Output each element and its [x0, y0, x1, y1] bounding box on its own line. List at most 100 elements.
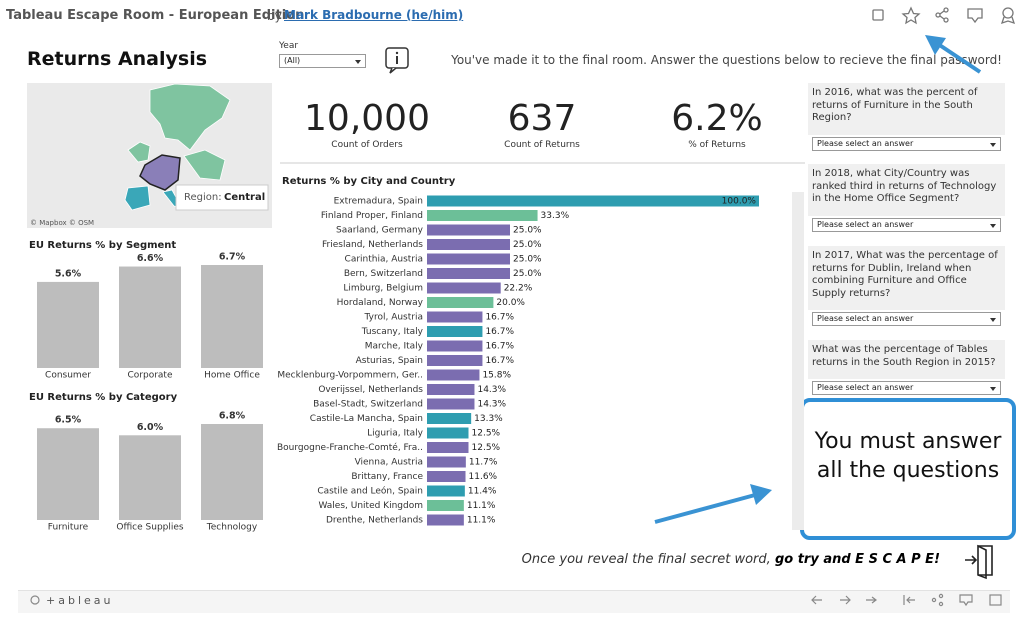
map-region [127, 141, 151, 163]
value-label: 11.6% [469, 472, 498, 482]
category-label: Drenthe, Netherlands [326, 516, 423, 526]
kpi-value: 637 [507, 98, 577, 139]
exit-icon[interactable] [965, 544, 993, 580]
workbook-title: Tableau Escape Room - European Edition [6, 8, 305, 23]
bar [427, 471, 466, 482]
icon[interactable] [872, 9, 884, 21]
category-label: Friesland, Netherlands [322, 240, 423, 250]
kpi-label: % of Returns [688, 140, 746, 150]
icon[interactable] [866, 596, 877, 604]
logo-mark [30, 595, 40, 605]
arrow-head [750, 484, 772, 505]
bar [427, 514, 464, 526]
footer-emphasis: go try and E S C A P E! [774, 552, 940, 567]
question: In 2016, what was the percent of returns… [808, 83, 1005, 135]
answer-dropdown[interactable]: Please select an answer [812, 218, 1001, 232]
map-region-selected[interactable] [139, 154, 181, 191]
bar [427, 442, 469, 453]
category-label: Mecklenburg-Vorpommern, Ger.. [277, 371, 423, 381]
category-label: Corporate [128, 371, 173, 381]
icon[interactable] [901, 6, 921, 25]
value-label: 25.0% [513, 269, 542, 279]
category-label: Technology [206, 523, 258, 533]
answer-dropdown[interactable]: Please select an answer [812, 312, 1001, 326]
map-attribution: © Mapbox © OSM [30, 219, 94, 227]
category-label: Bourgogne-Franche-Comté, Fra.. [277, 442, 423, 453]
category-label: Marche, Italy [365, 342, 424, 352]
answer-dropdown[interactable]: Please select an answer [812, 381, 1001, 395]
value-label: 15.8% [482, 371, 511, 381]
bar [427, 239, 510, 250]
value-label: 6.8% [219, 411, 246, 422]
chart-title: Returns % by City and Country [282, 176, 456, 187]
value-label: 5.6% [55, 268, 82, 279]
question: In 2017, What was the percentage of retu… [808, 246, 1005, 310]
category-label: Consumer [45, 371, 91, 381]
chart-title: EU Returns % by Segment [29, 240, 176, 251]
category-label: Wales, United Kingdom [318, 501, 423, 511]
door [977, 544, 987, 580]
category-label: Bern, Switzerland [344, 269, 423, 279]
question: In 2018, what City/Country was ranked th… [808, 164, 1005, 216]
bar [427, 268, 510, 279]
bar [427, 340, 483, 352]
scrollbar[interactable] [792, 192, 804, 530]
value-label: 6.7% [219, 252, 246, 263]
bar [119, 435, 181, 520]
icon[interactable] [840, 595, 851, 605]
footer-text: Once you reveal the final secret word, g… [522, 552, 940, 567]
category-label: Carinthia, Austria [345, 255, 423, 265]
icon[interactable] [811, 595, 822, 605]
top-bar [0, 0, 1024, 32]
value-label: 20.0% [496, 298, 525, 308]
door-frame [978, 545, 993, 576]
kpi-value: 10,000 [304, 98, 430, 139]
bar [201, 424, 263, 520]
bar [37, 281, 99, 368]
bar [427, 297, 494, 308]
value-label: 14.3% [477, 400, 506, 410]
category-label: Furniture [48, 523, 89, 533]
value-label: 11.4% [468, 487, 497, 497]
bar [37, 428, 99, 520]
bottom-toolbar [18, 590, 1010, 613]
bar [427, 224, 510, 236]
value-label: 13.3% [474, 414, 503, 424]
bar [119, 266, 181, 368]
question: What was the percentage of Tables return… [808, 340, 1005, 379]
category-label: Liguria, Italy [367, 429, 424, 439]
icon[interactable] [989, 594, 1002, 606]
icon[interactable] [967, 8, 983, 24]
bar [427, 369, 480, 381]
notice-text: You must answer all the questions [814, 429, 1002, 483]
info-icon[interactable] [385, 47, 409, 74]
icon[interactable] [935, 7, 949, 23]
arrow [936, 42, 982, 74]
by-text: by [267, 9, 282, 23]
category-label: Tyrol, Austria [364, 313, 423, 323]
footer-text-main: Once you reveal the final secret word, [521, 552, 771, 567]
answer-dropdown[interactable]: Please select an answer [812, 137, 1001, 151]
value-label: 6.6% [137, 253, 164, 264]
map-tooltip [175, 184, 269, 211]
icon[interactable] [1000, 7, 1016, 25]
value-label: 12.5% [472, 429, 501, 439]
year-dropdown[interactable]: (All) [279, 54, 366, 68]
icon[interactable] [931, 593, 944, 607]
category-label: Castile-La Mancha, Spain [310, 414, 423, 424]
category-label: Extremadura, Spain [334, 197, 423, 207]
bar [427, 210, 538, 221]
category-label: Tuscany, Italy [361, 327, 424, 337]
bar [427, 355, 483, 366]
icon[interactable] [903, 595, 915, 605]
icon[interactable] [959, 594, 973, 607]
arrow-head [925, 35, 946, 55]
value-label: 16.7% [485, 342, 514, 352]
brand-logo: +ableau [46, 594, 114, 607]
icon-frame [385, 47, 409, 69]
icon-tail [389, 67, 397, 74]
author-link[interactable]: Mark Bradbourne (he/him) [284, 8, 464, 22]
value-label: 12.5% [472, 443, 501, 453]
value-label: 25.0% [513, 240, 542, 250]
